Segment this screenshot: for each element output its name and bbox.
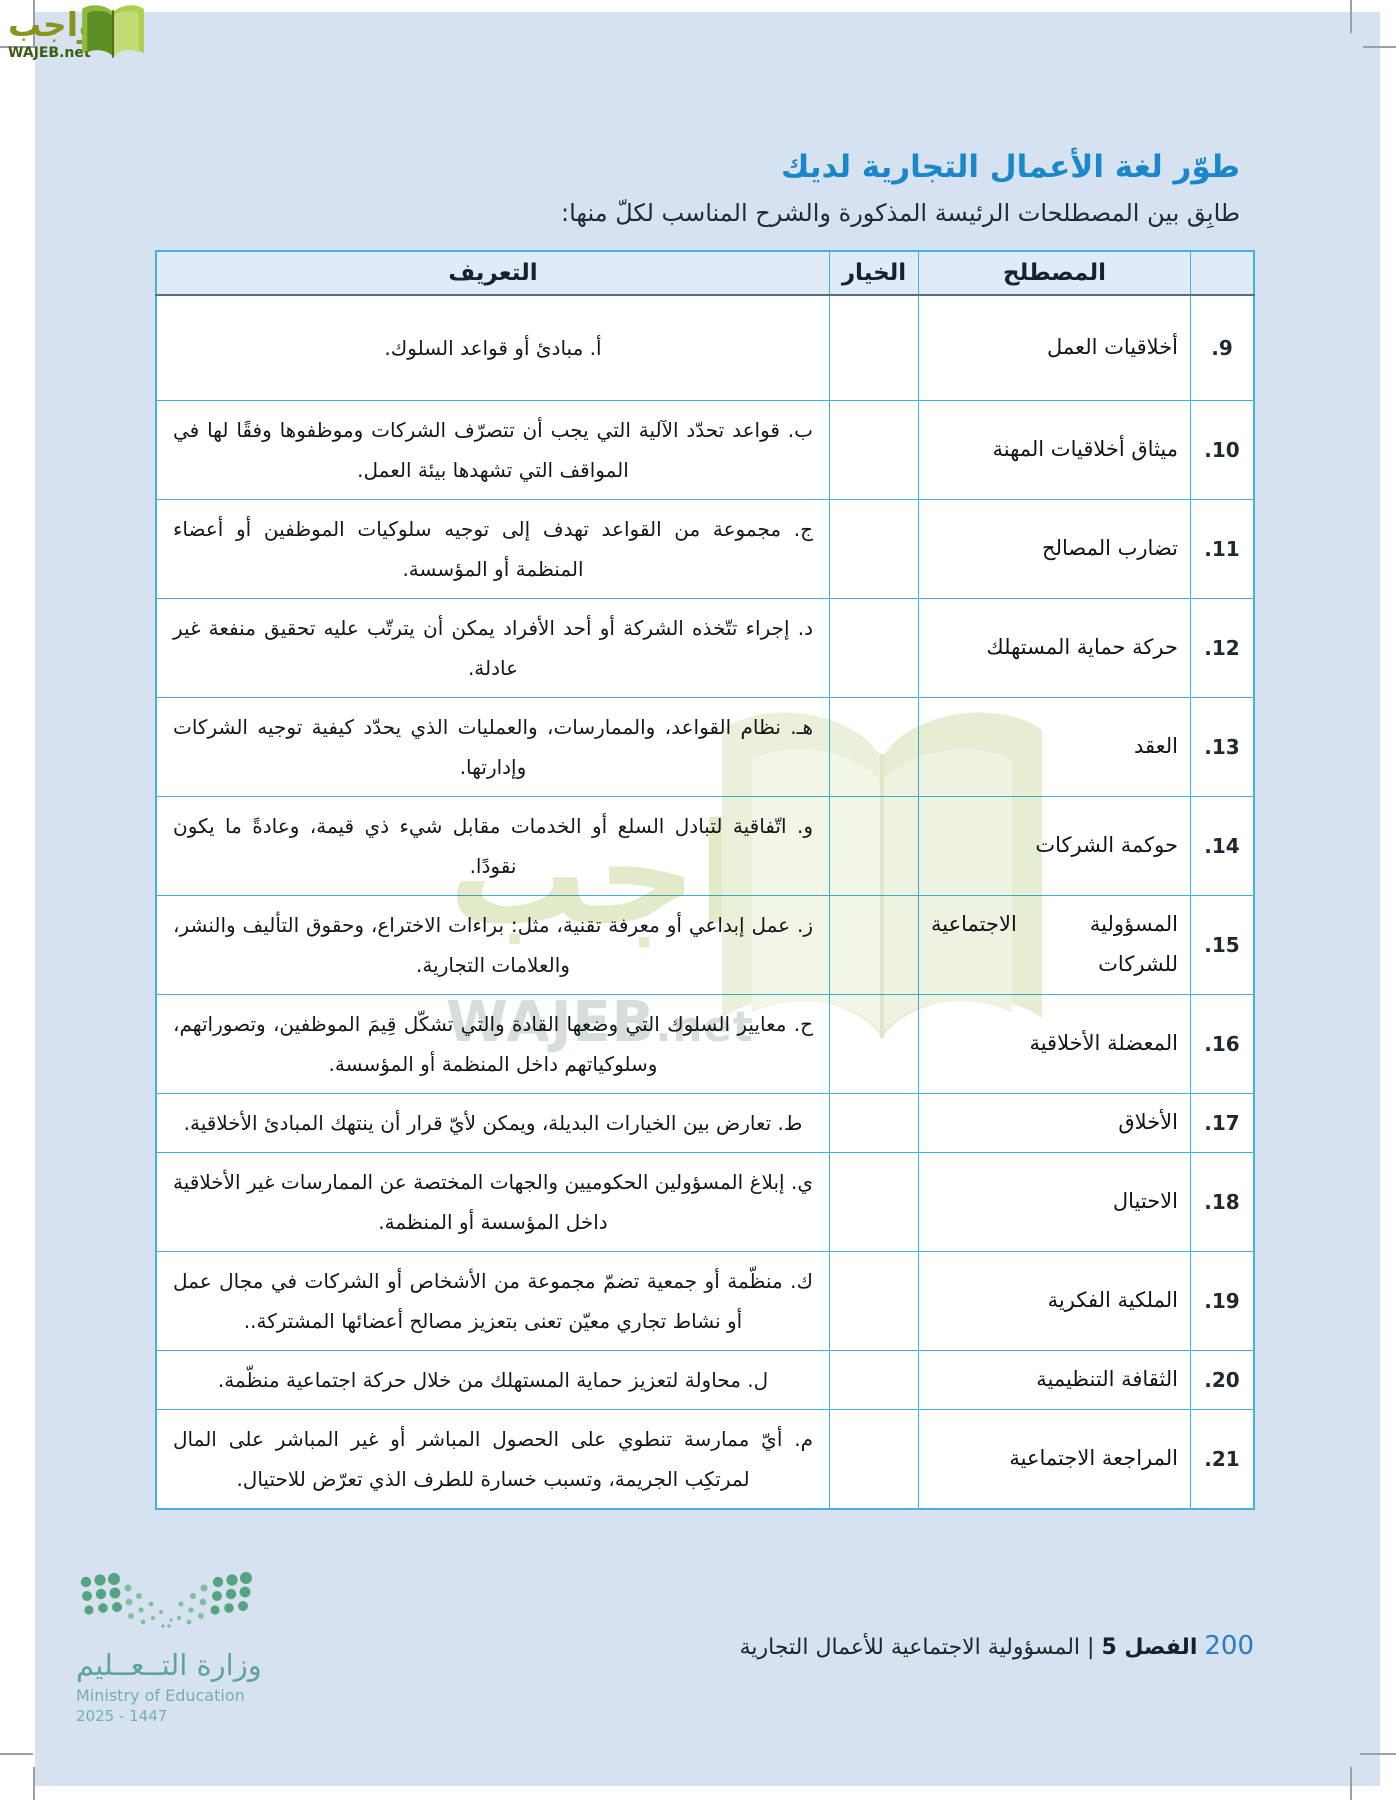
header-number: [1190, 250, 1255, 296]
definition-cell: ي. إبلاغ المسؤولين الحكوميين والجهات الم…: [155, 1152, 830, 1252]
chapter-title: المسؤولية الاجتماعية للأعمال التجارية: [739, 1635, 1081, 1660]
page-number: 200: [1204, 1631, 1254, 1661]
term-cell: الملكية الفكرية: [918, 1251, 1191, 1351]
table-row: 14. حوكمة الشركات و. اتّفاقية لتبادل السلع…: [155, 796, 1255, 896]
table-row: 18. الاحتيال ي. إبلاغ المسؤولين الحكوميين …: [155, 1152, 1255, 1252]
table-row: 15. المسؤولية الاجتماعية للشركات ز. عمل إب…: [155, 895, 1255, 995]
header-choice: الخيار: [829, 250, 919, 296]
crop-mark: [0, 1753, 33, 1755]
crop-mark: [33, 0, 35, 48]
row-number: 11.: [1190, 499, 1255, 599]
wajeb-logo-arabic: واجب: [8, 5, 99, 44]
term-cell: المعضلة الأخلاقية: [918, 994, 1191, 1094]
choice-cell: [829, 1409, 919, 1510]
definition-cell: و. اتّفاقية لتبادل السلع أو الخدمات مقاب…: [155, 796, 830, 896]
page-footer: 200 الفصل 5 | المسؤولية الاجتماعية للأعم…: [740, 1631, 1254, 1661]
choice-cell: [829, 697, 919, 797]
term-cell: أخلاقيات العمل: [918, 294, 1191, 401]
crop-mark: [33, 1767, 35, 1800]
definition-cell: ح. معايير السلوك التي وضعها القادة والتي…: [155, 994, 830, 1094]
table-row: 17. الأخلاق ط. تعارض بين الخيارات البديلة،…: [155, 1093, 1255, 1153]
table-row: 16. المعضلة الأخلاقية ح. معايير السلوك الت…: [155, 994, 1255, 1094]
crop-mark: [1350, 1767, 1352, 1800]
crop-mark: [1350, 0, 1352, 33]
definition-cell: ك. منظّمة أو جمعية تضمّ مجموعة من الأشخا…: [155, 1251, 830, 1351]
matching-table: المصطلح الخيار التعريف 9. أخلاقيات العمل أ…: [155, 250, 1255, 1510]
table-row: 21. المراجعة الاجتماعية م. أيّ ممارسة تنطو…: [155, 1409, 1255, 1510]
definition-cell: ب. قواعد تحدّد الآلية التي يجب أن تتصرّف…: [155, 400, 830, 500]
wajeb-logo: واجب WAJEB.net: [8, 2, 148, 66]
row-number: 20.: [1190, 1350, 1255, 1410]
row-number: 18.: [1190, 1152, 1255, 1252]
definition-cell: د. إجراء تتّخذه الشركة أو أحد الأفراد يم…: [155, 598, 830, 698]
choice-cell: [829, 895, 919, 995]
table-row: 12. حركة حماية المستهلك د. إجراء تتّخذه ال…: [155, 598, 1255, 698]
term-cell: تضارب المصالح: [918, 499, 1191, 599]
term-cell: المراجعة الاجتماعية: [918, 1409, 1191, 1510]
choice-cell: [829, 796, 919, 896]
definition-cell: ط. تعارض بين الخيارات البديلة، ويمكن لأي…: [155, 1093, 830, 1153]
row-number: 13.: [1190, 697, 1255, 797]
table-row: 11. تضارب المصالح ج. مجموعة من القواعد تهد…: [155, 499, 1255, 599]
term-cell: العقد: [918, 697, 1191, 797]
table-row: 10. ميثاق أخلاقيات المهنة ب. قواعد تحدّد ا…: [155, 400, 1255, 500]
table-row: 19. الملكية الفكرية ك. منظّمة أو جمعية تضم…: [155, 1251, 1255, 1351]
instruction-text: طابِق بين المصطلحات الرئيسة المذكورة وال…: [561, 199, 1240, 227]
chapter-label: الفصل 5: [1101, 1635, 1198, 1660]
ministry-years: 2025 - 1447: [76, 1707, 168, 1725]
crop-mark: [1363, 46, 1396, 48]
ministry-dots-emblem-icon: [76, 1572, 258, 1642]
row-number: 16.: [1190, 994, 1255, 1094]
term-cell: الاحتيال: [918, 1152, 1191, 1252]
table-header-row: المصطلح الخيار التعريف: [155, 250, 1255, 296]
definition-cell: ج. مجموعة من القواعد تهدف إلى توجيه سلوك…: [155, 499, 830, 599]
row-number: 14.: [1190, 796, 1255, 896]
row-number: 19.: [1190, 1251, 1255, 1351]
footer-separator: |: [1087, 1635, 1095, 1660]
definition-cell: أ. مبادئ أو قواعد السلوك.: [155, 294, 830, 401]
row-number: 15.: [1190, 895, 1255, 995]
wajeb-logo-latin: WAJEB.net: [8, 44, 91, 61]
term-cell: حوكمة الشركات: [918, 796, 1191, 896]
ministry-name-english: Ministry of Education: [76, 1686, 245, 1705]
choice-cell: [829, 598, 919, 698]
choice-cell: [829, 1093, 919, 1153]
row-number: 12.: [1190, 598, 1255, 698]
choice-cell: [829, 1251, 919, 1351]
row-number: 10.: [1190, 400, 1255, 500]
row-number: 17.: [1190, 1093, 1255, 1153]
header-term: المصطلح: [918, 250, 1191, 296]
wajeb-logo-text: واجب WAJEB.net: [8, 5, 99, 61]
choice-cell: [829, 294, 919, 401]
choice-cell: [829, 1152, 919, 1252]
definition-cell: ز. عمل إبداعي أو معرفة تقنية، مثل: براءا…: [155, 895, 830, 995]
open-book-icon: [79, 2, 147, 70]
term-cell: المسؤولية الاجتماعية للشركات: [918, 895, 1191, 995]
choice-cell: [829, 994, 919, 1094]
term-cell: ميثاق أخلاقيات المهنة: [918, 400, 1191, 500]
term-cell: الأخلاق: [918, 1093, 1191, 1153]
term-cell: حركة حماية المستهلك: [918, 598, 1191, 698]
page-title: طوّر لغة الأعمال التجارية لديك: [780, 148, 1240, 185]
ministry-name-arabic: وزارة التــعــليم: [76, 1648, 262, 1682]
table-row: 20. الثقافة التنظيمية ل. محاولة لتعزيز حما…: [155, 1350, 1255, 1410]
crop-mark: [1360, 1753, 1396, 1755]
choice-cell: [829, 1350, 919, 1410]
term-cell: الثقافة التنظيمية: [918, 1350, 1191, 1410]
choice-cell: [829, 499, 919, 599]
definition-cell: هـ. نظام القواعد، والممارسات، والعمليات …: [155, 697, 830, 797]
row-number: 9.: [1190, 294, 1255, 401]
definition-cell: ل. محاولة لتعزيز حماية المستهلك من خلال …: [155, 1350, 830, 1410]
header-definition: التعريف: [155, 250, 830, 296]
table-row: 13. العقد هـ. نظام القواعد، والممارسات، وا…: [155, 697, 1255, 797]
row-number: 21.: [1190, 1409, 1255, 1510]
table-row: 9. أخلاقيات العمل أ. مبادئ أو قواعد السلوك…: [155, 294, 1255, 401]
definition-cell: م. أيّ ممارسة تنطوي على الحصول المباشر أ…: [155, 1409, 830, 1510]
ministry-logo: وزارة التــعــليم Ministry of Education …: [76, 1570, 276, 1725]
crop-mark: [0, 46, 36, 48]
choice-cell: [829, 400, 919, 500]
